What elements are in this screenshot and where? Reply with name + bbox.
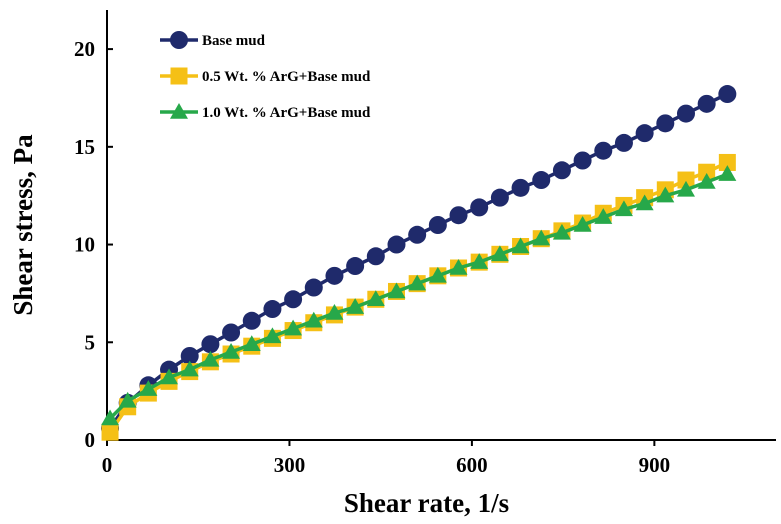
data-point: [470, 198, 489, 217]
data-point: [552, 161, 571, 180]
x-tick-label: 300: [274, 453, 306, 477]
data-point: [346, 298, 365, 314]
data-point: [180, 346, 199, 365]
legend-label: Base mud: [202, 33, 266, 49]
data-point: [573, 216, 592, 232]
data-point: [284, 319, 303, 336]
data-point: [490, 245, 509, 262]
data-point: [594, 141, 613, 160]
y-axis-title: Shear stress, Pa: [8, 134, 38, 316]
data-point: [304, 311, 323, 328]
data-point: [449, 259, 468, 275]
data-point: [614, 200, 633, 217]
series-circle: [101, 85, 737, 438]
data-point: [201, 350, 220, 367]
data-point: [428, 266, 447, 283]
data-point: [449, 206, 468, 225]
legend-item: 1.0 Wt. % ArG+Base mud: [160, 103, 371, 121]
y-tick-label: 5: [85, 330, 96, 354]
data-point: [408, 225, 427, 244]
data-point: [201, 335, 220, 354]
series-triangle: [101, 165, 737, 426]
data-point: [242, 335, 261, 351]
data-point: [263, 327, 282, 344]
data-point: [614, 133, 633, 152]
data-point: [139, 380, 158, 396]
data-point: [346, 257, 365, 276]
data-point: [366, 290, 385, 307]
x-axis-title: Shear rate, 1/s: [344, 488, 509, 518]
data-point: [511, 178, 530, 197]
data-point: [118, 391, 137, 408]
data-point: [387, 235, 406, 254]
y-tick-label: 20: [74, 37, 95, 61]
data-point: [180, 360, 199, 377]
data-point: [428, 216, 447, 234]
data-point: [470, 253, 489, 269]
x-tick-label: 900: [639, 453, 671, 477]
data-point: [594, 208, 613, 224]
data-point: [490, 188, 509, 207]
series-layer: [101, 85, 737, 441]
data-point: [635, 124, 654, 143]
legend-item: Base mud: [160, 31, 266, 49]
data-point: [408, 274, 427, 291]
y-tick-label: 10: [74, 233, 95, 257]
data-point: [718, 165, 737, 181]
data-point: [242, 311, 261, 330]
legend-marker: [170, 31, 188, 49]
data-point: [325, 303, 344, 320]
data-point: [263, 300, 282, 319]
data-point: [284, 290, 303, 309]
data-point: [656, 186, 675, 203]
data-point: [532, 229, 551, 246]
data-point: [160, 368, 179, 385]
data-point: [718, 85, 737, 104]
legend: Base mud 0.5 Wt. % ArG+Base mud 1.0 Wt. % …: [160, 31, 371, 121]
data-point: [718, 153, 736, 171]
data-point: [698, 163, 716, 181]
series-square: [101, 153, 736, 441]
data-point: [676, 180, 695, 197]
data-point: [325, 266, 344, 285]
data-point: [101, 423, 119, 441]
axes: 0 5 10 15 20 0 300 600 900: [74, 10, 776, 477]
data-point: [635, 194, 654, 211]
legend-item: 0.5 Wt. % ArG+Base mud: [160, 67, 371, 85]
data-point: [697, 173, 716, 189]
data-point: [222, 343, 241, 359]
legend-marker: [170, 67, 188, 85]
data-point: [304, 278, 323, 297]
x-tick-label: 0: [102, 453, 113, 477]
data-point: [222, 323, 241, 342]
series-line: [108, 160, 729, 434]
data-point: [656, 114, 675, 133]
data-point: [676, 104, 695, 123]
data-point: [677, 171, 695, 189]
data-point: [387, 282, 406, 299]
data-point: [101, 409, 120, 426]
data-point: [366, 247, 385, 266]
series-line: [108, 172, 728, 420]
y-tick-label: 0: [85, 428, 96, 452]
data-point: [552, 223, 571, 240]
data-point: [511, 237, 530, 254]
legend-marker: [170, 103, 188, 119]
x-tick-label: 600: [456, 453, 488, 477]
legend-label: 1.0 Wt. % ArG+Base mud: [202, 105, 371, 121]
data-point: [532, 171, 551, 190]
data-point: [697, 94, 716, 113]
y-tick-label: 15: [74, 135, 95, 159]
series-line: [108, 92, 729, 430]
legend-label: 0.5 Wt. % ArG+Base mud: [202, 69, 371, 85]
data-point: [573, 151, 592, 170]
